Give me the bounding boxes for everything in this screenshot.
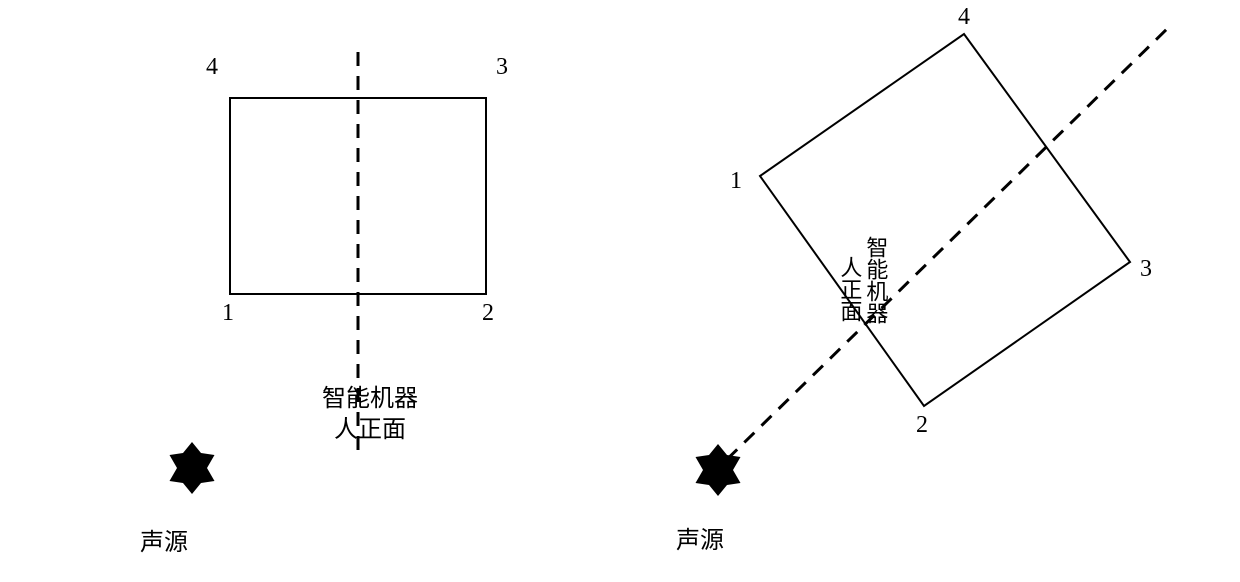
diagram-svg	[0, 0, 1240, 582]
right-corner-1: 1	[730, 168, 742, 195]
left-corner-1: 1	[222, 300, 234, 327]
right-corner-2: 2	[916, 412, 928, 439]
left-face-label-line1: 智能机器	[322, 384, 418, 415]
left-corner-2: 2	[482, 300, 494, 327]
right-face-label-col2: 人正面	[836, 256, 862, 322]
left-corner-3: 3	[496, 54, 508, 81]
left-source-label: 声源	[140, 528, 188, 559]
right-face-label-col1: 智能机器	[862, 236, 888, 324]
left-corner-4: 4	[206, 54, 218, 81]
left-star	[170, 442, 215, 494]
right-source-label: 声源	[676, 526, 724, 557]
right-dash-line	[710, 26, 1170, 476]
right-rect	[760, 34, 1130, 406]
left-face-label: 智能机器 人正面	[322, 384, 418, 446]
right-corner-4: 4	[958, 4, 970, 31]
right-corner-3: 3	[1140, 256, 1152, 283]
left-face-label-line2: 人正面	[322, 415, 418, 446]
